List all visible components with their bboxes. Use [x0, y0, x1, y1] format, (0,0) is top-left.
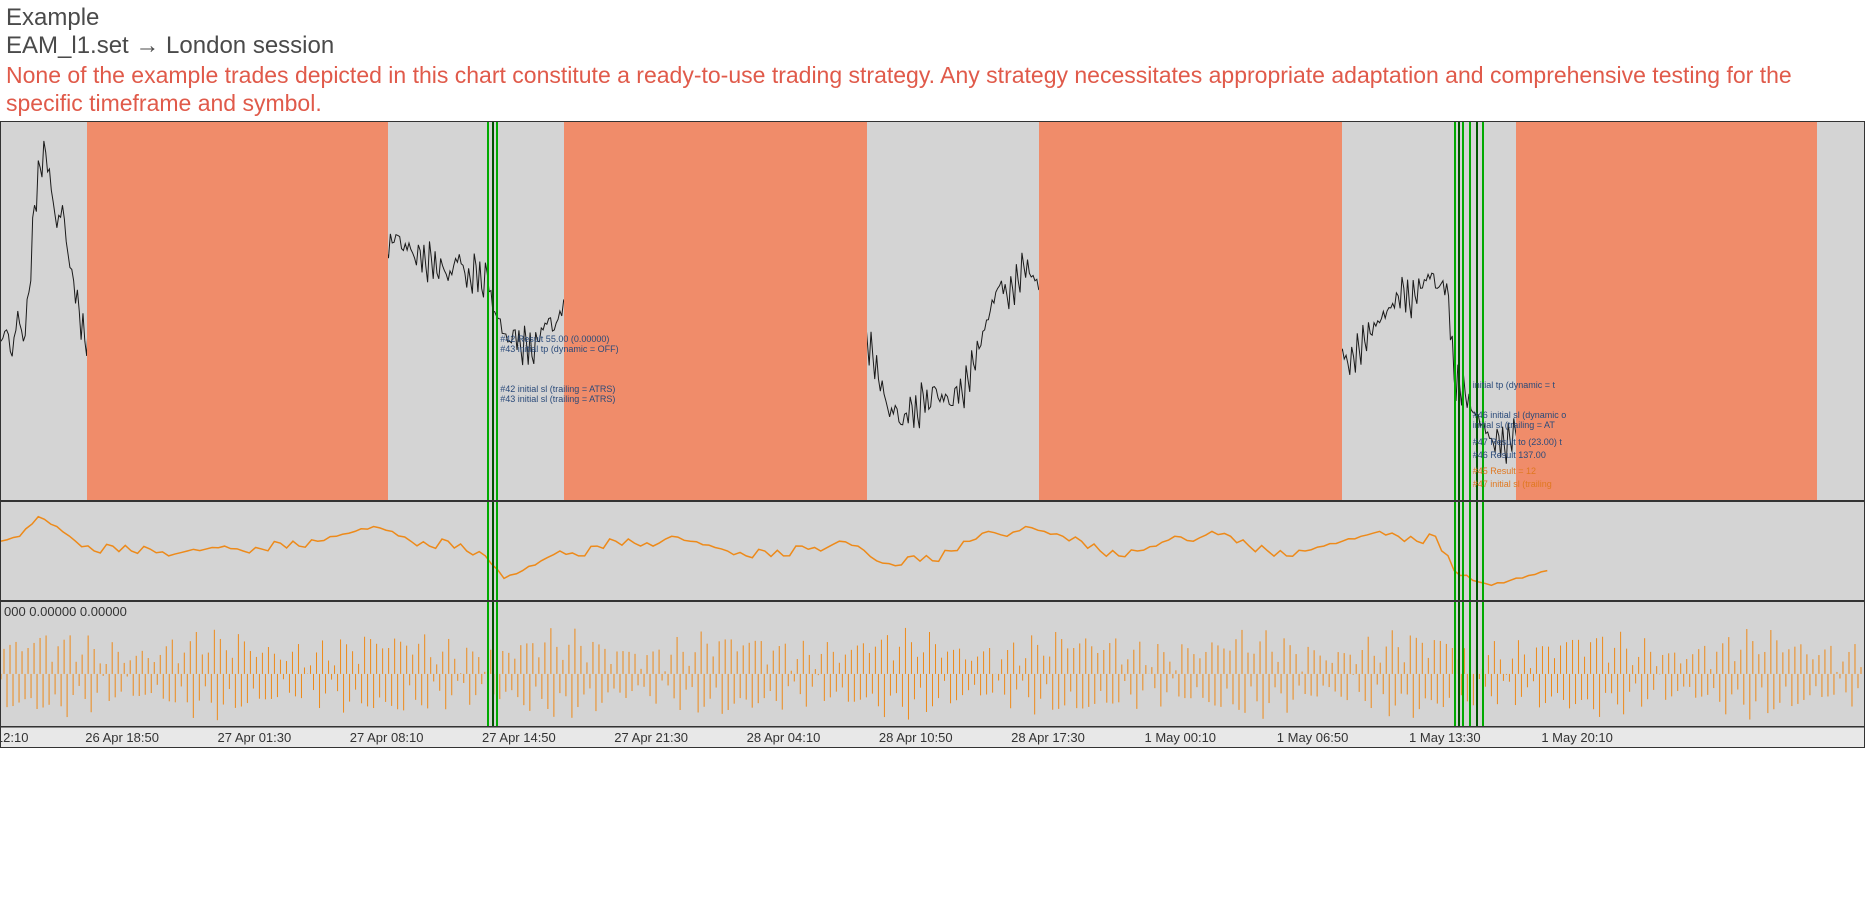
time-axis-tick: 27 Apr 08:10 — [350, 730, 424, 745]
trade-annotation: initial sl (trailing = AT — [1473, 420, 1555, 430]
session-band — [87, 122, 389, 500]
indicator-panel-2[interactable]: 000 0.00000 0.00000 — [1, 602, 1864, 727]
indicator1-svg — [1, 502, 1864, 600]
main-price-chart[interactable]: #42 Result 55.00 (0.00000)#43 initial tp… — [1, 122, 1864, 502]
trade-marker-line — [1482, 602, 1484, 726]
time-axis-tick: 12:10 — [0, 730, 28, 745]
time-axis-tick: 1 May 20:10 — [1541, 730, 1613, 745]
trade-marker-line — [1462, 122, 1464, 500]
trade-marker-line — [496, 602, 498, 726]
time-axis-tick: 1 May 13:30 — [1409, 730, 1481, 745]
trade-annotation: #43 initial sl (trailing = ATRS) — [500, 394, 615, 404]
header-title: Example — [6, 4, 1859, 32]
trade-marker-line — [1469, 602, 1471, 726]
trade-marker-line — [1458, 502, 1460, 600]
trade-marker-line — [496, 122, 498, 500]
trade-annotation: initial tp (dynamic = t — [1473, 380, 1555, 390]
trade-annotation: #42 initial sl (trailing = ATRS) — [500, 384, 615, 394]
trade-marker-line — [1469, 502, 1471, 600]
trade-marker-line — [487, 602, 489, 726]
session-band — [1039, 122, 1343, 500]
trade-marker-line — [1462, 502, 1464, 600]
trade-annotation: #46 initial sl (dynamic o — [1473, 410, 1567, 420]
trade-annotation: #47 initial sl (trailing — [1473, 479, 1552, 489]
trade-marker-line — [492, 602, 494, 726]
time-axis-tick: 1 May 06:50 — [1277, 730, 1349, 745]
header: Example EAM_l1.set → London session — [0, 0, 1865, 62]
chart-container: #42 Result 55.00 (0.00000)#43 initial tp… — [0, 121, 1865, 748]
trade-marker-line — [1454, 122, 1456, 500]
trade-marker-line — [1462, 602, 1464, 726]
time-axis-tick: 28 Apr 10:50 — [879, 730, 953, 745]
trade-marker-line — [487, 502, 489, 600]
trade-annotation: #47 Result to (23.00) t — [1473, 437, 1562, 447]
time-axis-tick: 28 Apr 04:10 — [747, 730, 821, 745]
trade-marker-line — [1476, 502, 1478, 600]
session-band — [564, 122, 868, 500]
trade-marker-line — [1482, 502, 1484, 600]
arrow-icon: → — [135, 32, 159, 60]
trade-annotation: #46 Result 137.00 — [1473, 450, 1546, 460]
trade-marker-line — [492, 502, 494, 600]
trade-marker-line — [492, 122, 494, 500]
indicator2-svg — [1, 602, 1864, 726]
time-axis-tick: 27 Apr 21:30 — [614, 730, 688, 745]
trade-marker-line — [487, 122, 489, 500]
trade-marker-line — [1454, 502, 1456, 600]
trade-marker-line — [1458, 602, 1460, 726]
time-axis: 12:10 26 Apr 18:50 27 Apr 01:30 27 Apr 08:1… — [1, 727, 1864, 747]
trade-marker-line — [1454, 602, 1456, 726]
trade-marker-line — [1458, 122, 1460, 500]
time-axis-tick: 1 May 00:10 — [1144, 730, 1216, 745]
trade-annotation: #43 initial tp (dynamic = OFF) — [500, 344, 618, 354]
trade-marker-line — [496, 502, 498, 600]
trade-annotation: #42 Result 55.00 (0.00000) — [500, 334, 609, 344]
disclaimer-text: None of the example trades depicted in t… — [0, 62, 1865, 121]
trade-annotation: #45 Result = 12 — [1473, 466, 1536, 476]
trade-marker-line — [1469, 122, 1471, 500]
indicator-panel-1[interactable] — [1, 502, 1864, 602]
header-subtitle: EAM_l1.set → London session — [6, 32, 1859, 60]
time-axis-tick: 28 Apr 17:30 — [1011, 730, 1085, 745]
trade-marker-line — [1476, 602, 1478, 726]
indicator2-label: 000 0.00000 0.00000 — [4, 604, 127, 619]
time-axis-tick: 26 Apr 18:50 — [85, 730, 159, 745]
time-axis-tick: 27 Apr 01:30 — [217, 730, 291, 745]
time-axis-tick: 27 Apr 14:50 — [482, 730, 556, 745]
